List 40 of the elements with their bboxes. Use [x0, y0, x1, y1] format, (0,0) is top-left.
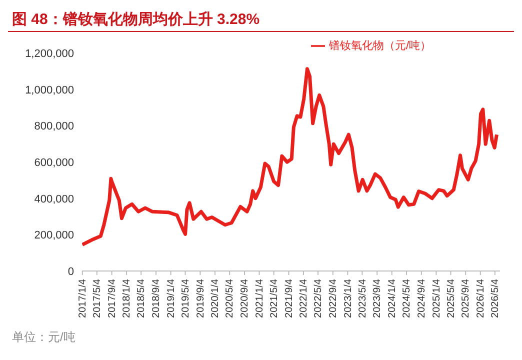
x-tick-label: 2023/9/4 [372, 278, 384, 318]
y-tick-label: 1,200,000 [25, 48, 74, 60]
x-tick-label: 2017/9/4 [106, 278, 118, 318]
x-tick-label: 2020/1/4 [210, 278, 222, 318]
x-tick-label: 2018/5/4 [136, 278, 148, 318]
y-tick-label: 400,000 [34, 193, 74, 206]
y-tick-label: 600,000 [34, 156, 74, 169]
x-tick-label: 2020/5/4 [224, 278, 236, 318]
x-tick-label: 2020/9/4 [240, 278, 251, 318]
x-tick-label: 2022/5/4 [313, 278, 324, 318]
x-tick-label: 2025/1/4 [431, 278, 442, 318]
text: 单位：元/吨 [11, 329, 76, 346]
chart-title: 图 48：镨钕氧化物周均价上升 3.28% [8, 8, 514, 32]
x-tick-label: 2026/1/4 [475, 278, 486, 318]
legend-label: 镨钕氧化物（元/吨） [328, 40, 432, 52]
x-tick-label: 2019/1/4 [166, 278, 177, 318]
y-tick-label: 1,000,000 [25, 84, 74, 96]
x-tick-label: 2025/5/4 [446, 278, 457, 318]
x-tick-label: 2024/5/4 [402, 278, 413, 318]
y-tick-label: 800,000 [34, 120, 74, 133]
x-tick-label: 2023/5/4 [357, 278, 368, 318]
x-tick-label: 2022/9/4 [328, 278, 339, 318]
x-tick-label: 2024/9/4 [416, 278, 428, 318]
x-tick-label: 2023/1/4 [342, 278, 354, 318]
x-tick-label: 2019/5/4 [180, 278, 192, 318]
x-tick-label: 2022/1/4 [298, 278, 310, 318]
x-tick-label: 2026/5/4 [490, 278, 502, 318]
x-tick-label: 2025/9/4 [460, 278, 472, 318]
x-tick-label: 2017/5/4 [92, 278, 103, 318]
x-tick-label: 2021/9/4 [284, 278, 295, 318]
x-tick-label: 2018/9/4 [151, 278, 162, 318]
x-tick-label: 2019/9/4 [195, 278, 206, 318]
x-tick-label: 2024/1/4 [386, 278, 398, 318]
x-tick-label: 2018/1/4 [122, 278, 133, 318]
x-tick-label: 2021/1/4 [254, 278, 266, 318]
x-tick-label: 2021/5/4 [268, 278, 280, 318]
y-tick-label: 0 [68, 266, 74, 278]
y-tick-label: 200,000 [34, 230, 74, 242]
line-series [82, 67, 498, 246]
x-tick-label: 2017/1/4 [77, 278, 88, 318]
